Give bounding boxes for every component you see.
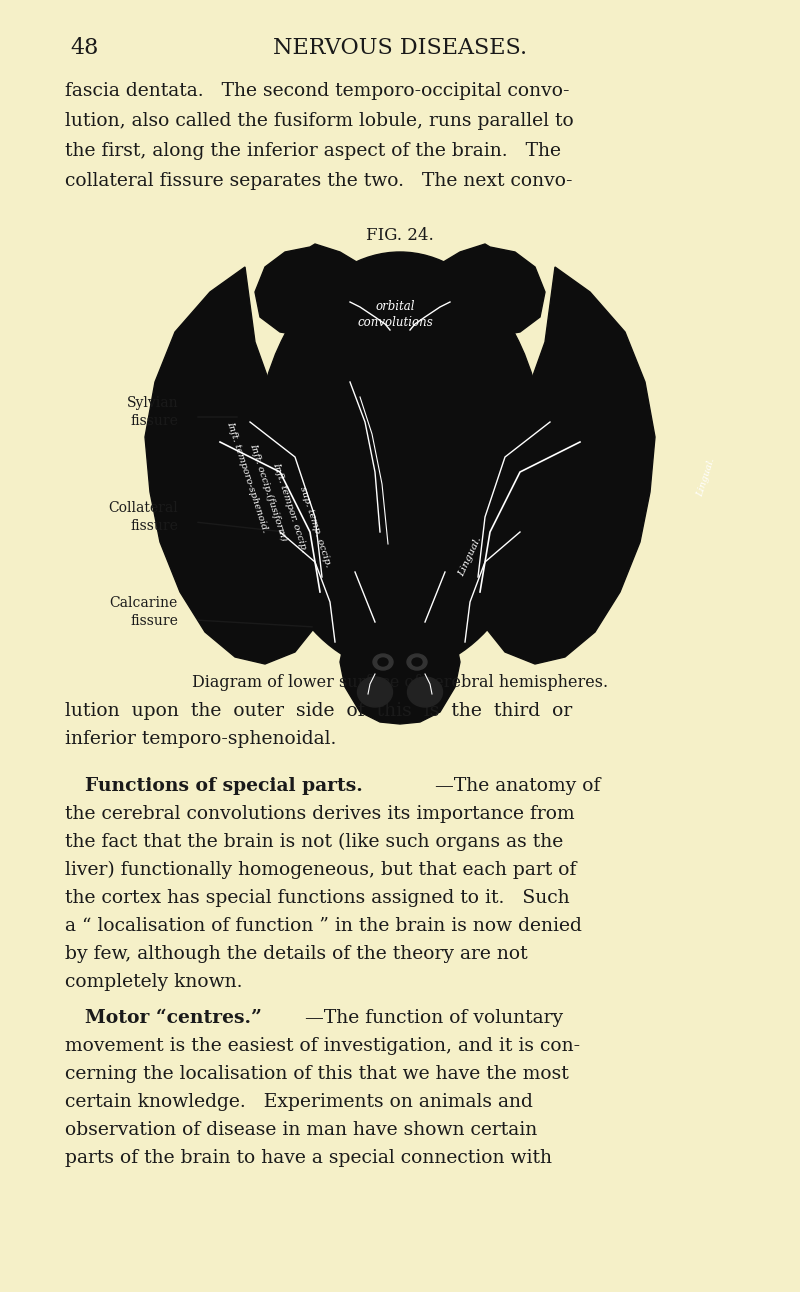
Text: the cerebral convolutions derives its importance from: the cerebral convolutions derives its im…	[65, 805, 574, 823]
Polygon shape	[475, 267, 655, 664]
Text: inferior temporo-sphenoidal.: inferior temporo-sphenoidal.	[65, 730, 336, 748]
Text: the first, along the inferior aspect of the brain.   The: the first, along the inferior aspect of …	[65, 142, 561, 160]
Text: cerning the localisation of this that we have the most: cerning the localisation of this that we…	[65, 1065, 569, 1083]
Ellipse shape	[412, 658, 422, 665]
Text: Lingual.: Lingual.	[457, 536, 483, 579]
Ellipse shape	[360, 674, 440, 720]
Text: movement is the easiest of investigation, and it is con-: movement is the easiest of investigation…	[65, 1037, 580, 1056]
Text: 48: 48	[70, 37, 98, 59]
Ellipse shape	[378, 658, 388, 665]
Text: Collateral
fissure: Collateral fissure	[108, 501, 178, 534]
Text: Diagram of lower surface of cerebral hemispheres.: Diagram of lower surface of cerebral hem…	[192, 674, 608, 691]
Text: —The anatomy of: —The anatomy of	[435, 776, 600, 795]
Text: certain knowledge.   Experiments on animals and: certain knowledge. Experiments on animal…	[65, 1093, 533, 1111]
Text: by few, although the details of the theory are not: by few, although the details of the theo…	[65, 944, 528, 963]
Text: a “ localisation of function ” in the brain is now denied: a “ localisation of function ” in the br…	[65, 917, 582, 935]
Ellipse shape	[358, 677, 393, 707]
Text: liver) functionally homogeneous, but that each part of: liver) functionally homogeneous, but tha…	[65, 860, 576, 880]
Text: observation of disease in man have shown certain: observation of disease in man have shown…	[65, 1121, 538, 1140]
Polygon shape	[340, 592, 460, 724]
Text: collateral fissure separates the two.   The next convo-: collateral fissure separates the two. Th…	[65, 172, 573, 190]
Ellipse shape	[407, 677, 442, 707]
Text: Inft. tempor. occip.: Inft. tempor. occip.	[271, 461, 309, 553]
Text: Functions of special parts.: Functions of special parts.	[85, 776, 362, 795]
Text: —The function of voluntary: —The function of voluntary	[305, 1009, 563, 1027]
Polygon shape	[255, 244, 385, 337]
Text: Lingual.: Lingual.	[695, 456, 717, 497]
Text: orbital: orbital	[375, 301, 414, 314]
Text: the cortex has special functions assigned to it.   Such: the cortex has special functions assigne…	[65, 889, 570, 907]
Text: Inft. occip.(fusiform): Inft. occip.(fusiform)	[248, 442, 288, 541]
Text: Calcarine
fissure: Calcarine fissure	[110, 596, 178, 628]
Text: Inft. temporo-sphenoid.: Inft. temporo-sphenoid.	[225, 420, 270, 534]
Text: lution, also called the fusiform lobule, runs parallel to: lution, also called the fusiform lobule,…	[65, 112, 574, 130]
Text: Sylvian
fissure: Sylvian fissure	[126, 395, 178, 428]
Text: lution  upon  the  outer  side  of  this  is  the  third  or: lution upon the outer side of this is th…	[65, 702, 572, 720]
Ellipse shape	[407, 654, 427, 671]
Text: FIG. 24.: FIG. 24.	[366, 227, 434, 244]
Text: the fact that the brain is not (like such organs as the: the fact that the brain is not (like suc…	[65, 833, 563, 851]
Ellipse shape	[255, 252, 545, 672]
Text: Motor “centres.”: Motor “centres.”	[85, 1009, 262, 1027]
Text: completely known.: completely known.	[65, 973, 242, 991]
Ellipse shape	[373, 654, 393, 671]
Polygon shape	[415, 244, 545, 337]
Polygon shape	[340, 300, 460, 342]
Text: parts of the brain to have a special connection with: parts of the brain to have a special con…	[65, 1149, 552, 1167]
Text: sup. temp. occip.: sup. temp. occip.	[298, 486, 332, 568]
Text: convolutions: convolutions	[357, 315, 433, 328]
Polygon shape	[145, 267, 325, 664]
Text: NERVOUS DISEASES.: NERVOUS DISEASES.	[273, 37, 527, 59]
Text: fascia dentata.   The second temporo-occipital convo-: fascia dentata. The second temporo-occip…	[65, 81, 570, 99]
